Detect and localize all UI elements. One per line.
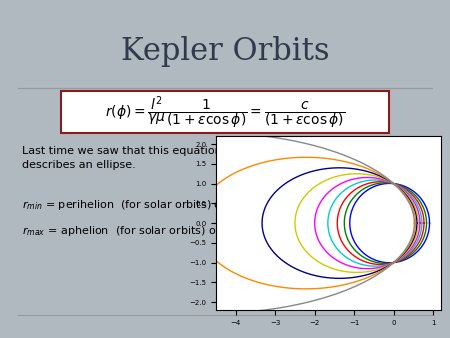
- Text: $r_{min}$ = perihelion  (for solar orbits) or perigee: $r_{min}$ = perihelion (for solar orbits…: [22, 198, 273, 212]
- FancyBboxPatch shape: [61, 91, 389, 133]
- Text: $r(\phi) = \dfrac{l^2}{\gamma\mu} \dfrac{1}{(1 + \epsilon\cos\phi)} = \dfrac{c}{: $r(\phi) = \dfrac{l^2}{\gamma\mu} \dfrac…: [105, 94, 345, 131]
- Text: Last time we saw that this equation
describes an ellipse.: Last time we saw that this equation desc…: [22, 146, 222, 170]
- Text: Kepler Orbits: Kepler Orbits: [121, 36, 329, 67]
- Text: $r_{max}$ = aphelion  (for solar orbits) or apogee: $r_{max}$ = aphelion (for solar orbits) …: [22, 224, 266, 238]
